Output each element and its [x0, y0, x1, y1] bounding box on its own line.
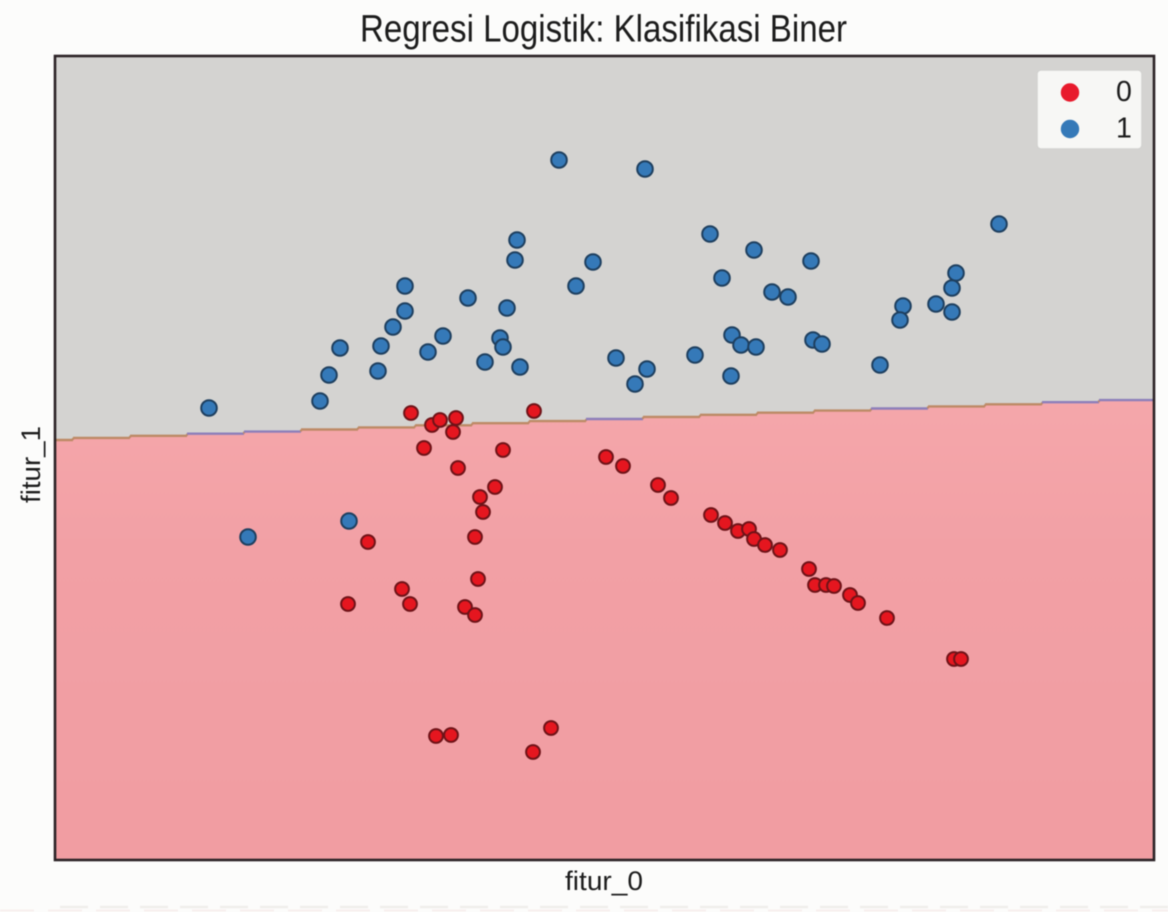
- svg-text:0: 0: [1116, 76, 1132, 108]
- svg-text:fitur_0: fitur_0: [565, 866, 643, 896]
- svg-text:Regresi Logistik: Klasifikasi: Regresi Logistik: Klasifikasi Biner: [360, 9, 847, 51]
- svg-text:1: 1: [1116, 113, 1132, 145]
- svg-text:fitur_1: fitur_1: [16, 426, 46, 503]
